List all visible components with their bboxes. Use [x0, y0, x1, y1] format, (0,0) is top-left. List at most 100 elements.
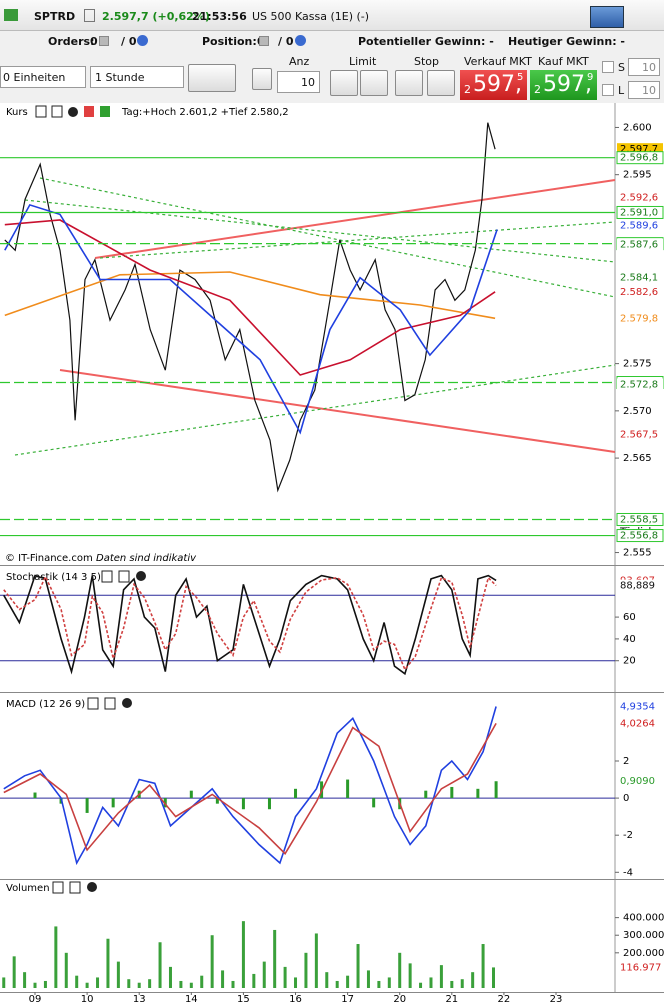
bar [262, 961, 266, 988]
buy-button[interactable]: 2 597, 9 [530, 70, 597, 100]
panel-close[interactable] [122, 698, 132, 708]
copyright: © IT-Finance.com [5, 553, 93, 564]
panel-close[interactable] [68, 107, 78, 117]
stop-label: Stop [414, 55, 440, 68]
y-tick-label: 400.000 [623, 913, 664, 924]
tools-button[interactable] [252, 68, 272, 90]
buy-price-prefix: 2 [534, 83, 541, 96]
sell-button[interactable]: 2 597, 5 [460, 70, 527, 100]
indicator-button[interactable] [188, 64, 236, 92]
units: 0 Einheiten [3, 71, 66, 84]
value-label: 2.556,8 [620, 531, 658, 542]
value-label-box [617, 285, 663, 298]
bar [419, 982, 423, 988]
series-line [3, 574, 497, 672]
value-label: 2.582,6 [620, 287, 658, 298]
interval-select[interactable]: 1 Stunde [90, 66, 184, 88]
position-total: / 0 [278, 35, 294, 48]
bar [210, 935, 214, 988]
sell-label: Verkauf MKT [464, 55, 532, 68]
y-tick-label: -4 [623, 867, 633, 878]
bar [356, 944, 360, 988]
s-input[interactable]: 10 [628, 58, 660, 76]
y-tick-label: 2.575 [623, 359, 652, 370]
stop-sell-button[interactable] [427, 70, 455, 96]
bar [398, 952, 402, 988]
bar [96, 977, 100, 988]
panel-icon[interactable] [35, 105, 47, 118]
bar [12, 956, 16, 988]
value-label-box [617, 312, 663, 325]
x-tick-label: 23 [550, 994, 563, 1005]
sell-price-prefix: 2 [464, 83, 471, 96]
info-icon[interactable] [84, 9, 95, 22]
value-label-box [616, 529, 664, 543]
orders-icon[interactable] [99, 36, 109, 46]
series-line [4, 219, 496, 376]
panel-title: MACD (12 26 9) [6, 699, 85, 710]
position-icon[interactable] [259, 36, 269, 46]
bar [85, 982, 89, 988]
keyboard-button[interactable] [590, 6, 624, 28]
y-tick-label: 60 [623, 612, 636, 623]
bar [64, 952, 68, 988]
value-label-box [616, 512, 664, 526]
bar [33, 982, 37, 988]
limit-buy-button[interactable] [330, 70, 358, 96]
trend-line [99, 221, 616, 259]
bar [294, 788, 298, 799]
bar [492, 967, 496, 988]
panel-icon[interactable] [69, 881, 81, 894]
bar [346, 975, 350, 988]
panel-icon[interactable] [104, 697, 116, 710]
y-tick-label: 2.600 [623, 122, 652, 133]
y-tick-label: 2 [623, 756, 629, 767]
symbol[interactable]: SPTRD [34, 10, 76, 23]
title-bar [0, 0, 664, 31]
bar [241, 921, 245, 988]
orders-settings[interactable] [137, 35, 148, 46]
bar [476, 788, 480, 799]
x-tick-label: 10 [81, 994, 94, 1005]
bar [424, 790, 428, 799]
value-label-box [617, 579, 663, 592]
position-settings[interactable] [295, 35, 306, 46]
value-label: 2.597,7 [620, 144, 658, 155]
panel-subtitle: Tag:+Hoch 2.601,2 +Tief 2.580,2 [121, 107, 289, 118]
value-label-box [617, 219, 663, 232]
panel-close[interactable] [136, 571, 146, 581]
panel-icon[interactable] [101, 570, 113, 583]
bar [460, 979, 464, 988]
anz-label: Anz [289, 55, 310, 68]
value-label-box [617, 378, 663, 391]
series-line [3, 574, 497, 676]
limit-sell-button[interactable] [360, 70, 388, 96]
panel-icon[interactable] [118, 570, 130, 583]
bar [200, 975, 204, 988]
panel-icon[interactable] [51, 105, 63, 118]
bar [179, 980, 183, 988]
value-label: 2.584,1 [620, 273, 658, 284]
panel-close[interactable] [87, 882, 97, 892]
panel-icon[interactable] [87, 697, 99, 710]
series-line [4, 122, 496, 493]
panel-icon[interactable] [84, 106, 94, 117]
bar [2, 977, 6, 988]
l-input[interactable]: 10 [628, 81, 660, 99]
quantity: 10 [301, 76, 315, 89]
limit-label: Limit [349, 55, 377, 68]
bar [252, 973, 256, 988]
value-label-box [617, 775, 663, 788]
position-label: Position: [202, 35, 257, 48]
bar [148, 979, 152, 988]
stop-buy-button[interactable] [395, 70, 423, 96]
quantity-input[interactable]: 10 [277, 71, 320, 93]
panel-icon[interactable] [52, 881, 64, 894]
l-checkbox[interactable] [602, 84, 614, 96]
panel-icon[interactable] [100, 106, 110, 117]
s-checkbox[interactable] [602, 61, 614, 73]
units-select[interactable]: 0 Einheiten [0, 66, 86, 88]
interval: 1 Stunde [95, 71, 145, 84]
bar [137, 982, 141, 988]
bar [116, 961, 120, 988]
